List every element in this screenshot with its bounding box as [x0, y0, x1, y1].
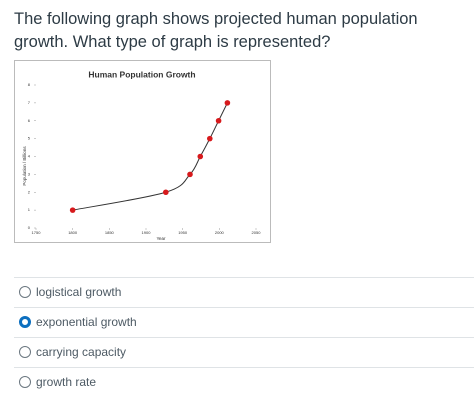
radio-button[interactable] [19, 346, 31, 358]
option-label[interactable]: exponential growth [36, 315, 137, 329]
data-point [69, 207, 76, 213]
chart-title: Human Population Growth [88, 69, 195, 79]
question: The following graph shows projected huma… [14, 10, 418, 51]
data-point [207, 135, 213, 142]
y-tick-label: 0 [28, 225, 31, 230]
option-label[interactable]: growth rate [36, 375, 97, 389]
data-point [224, 100, 231, 106]
option-label[interactable]: logistical growth [36, 285, 122, 299]
y-tick-label: 5 [28, 136, 31, 141]
data-point [163, 189, 169, 196]
data-point [197, 153, 204, 160]
radio-button[interactable] [19, 286, 31, 298]
y-tick-label: 7 [28, 100, 31, 105]
x-tick-label: 2000 [215, 230, 225, 235]
answer-option[interactable]: exponential growth [14, 307, 474, 338]
data-point [187, 171, 193, 178]
y-tick-label: 1 [28, 207, 31, 212]
x-tick-label: 1750 [32, 230, 42, 235]
answer-option[interactable]: growth rate [14, 367, 474, 398]
chart-frame [14, 60, 271, 243]
x-tick-label: 1850 [105, 230, 115, 235]
y-tick-label: 6 [28, 118, 31, 123]
data-point [215, 117, 222, 124]
x-tick-label: 1900 [142, 230, 152, 235]
radio-button[interactable] [19, 376, 31, 388]
y-tick-label: 3 [28, 171, 31, 176]
y-tick-label: 8 [28, 82, 31, 87]
x-tick-label: 1950 [178, 230, 188, 235]
x-tick-label: 2050 [252, 230, 262, 235]
chart: Human Population Growth Year Population … [14, 60, 271, 243]
y-tick-label: 2 [28, 189, 31, 194]
y-axis-label: Population / Billions [22, 146, 27, 186]
x-axis-label: Year [156, 236, 166, 241]
answer-option[interactable]: logistical growth [14, 277, 474, 308]
radio-button[interactable] [19, 316, 31, 328]
x-tick-label: 1800 [68, 230, 78, 235]
option-label[interactable]: carrying capacity [36, 345, 127, 359]
y-tick-label: 4 [28, 154, 31, 159]
answer-option[interactable]: carrying capacity [14, 337, 474, 368]
